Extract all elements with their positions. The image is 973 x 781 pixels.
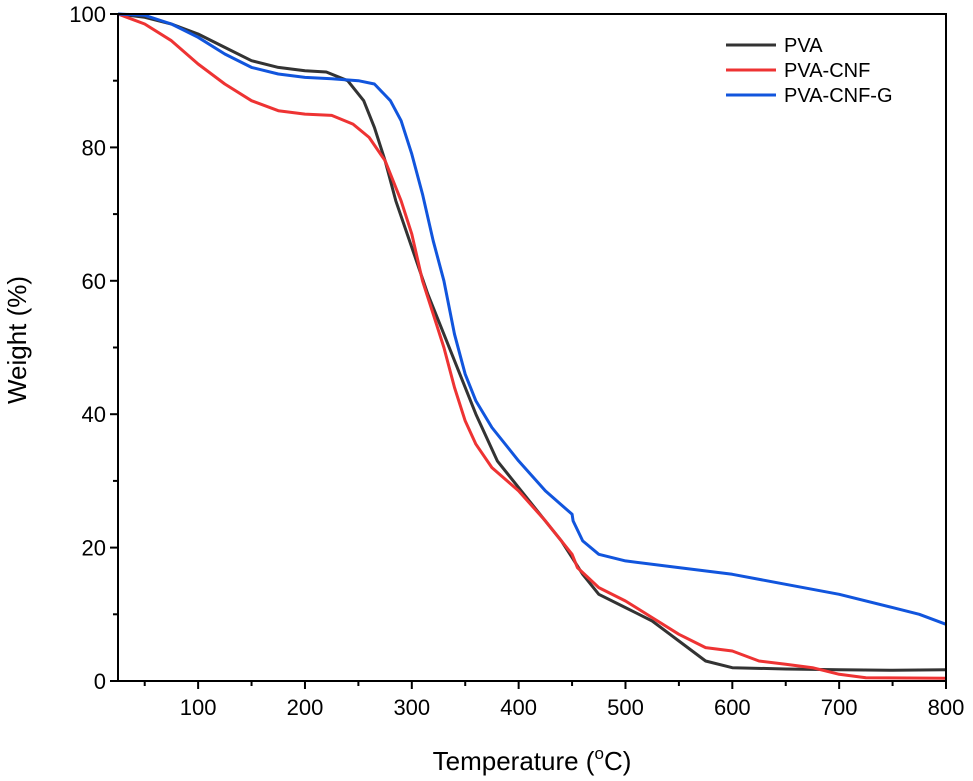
y-tick-label: 20 [82,536,106,561]
x-tick-label: 200 [287,695,324,720]
series-line-0 [117,12,947,672]
y-tick-label: 60 [82,269,106,294]
legend-label-1: PVA-CNF [784,60,870,82]
legend-label-0: PVA [784,35,823,57]
x-tick-label: 800 [928,695,965,720]
series-layer [117,12,947,680]
x-tick-label: 500 [607,695,644,720]
x-axis-ticks: 100 200 300 400 500 600 700 800 [143,681,965,720]
y-axis-title: Weight (%) [2,276,32,404]
x-tick-label: 600 [714,695,751,720]
y-tick-label: 40 [82,402,106,427]
x-tick-label: 700 [821,695,858,720]
plot-frame [117,13,947,682]
x-axis-title-text: Temperature ( [433,746,595,776]
legend-label-2: PVA-CNF-G [784,85,893,107]
x-tick-label: 400 [500,695,537,720]
series-line-1 [117,12,947,680]
x-tick-label: 100 [180,695,217,720]
y-tick-label: 0 [94,669,106,694]
y-tick-label: 80 [82,135,106,160]
legend: PVA PVA-CNF PVA-CNF-G [726,35,893,107]
y-axis-ticks: 0 20 40 60 80 100 [69,2,118,694]
y-tick-label: 100 [69,2,106,27]
x-tick-label: 300 [393,695,430,720]
x-axis-title-suffix: C) [604,746,631,776]
x-axis-title-superscript: o [594,744,603,763]
series-line-2 [117,12,947,626]
x-axis-title: Temperature (oC) [433,744,632,776]
